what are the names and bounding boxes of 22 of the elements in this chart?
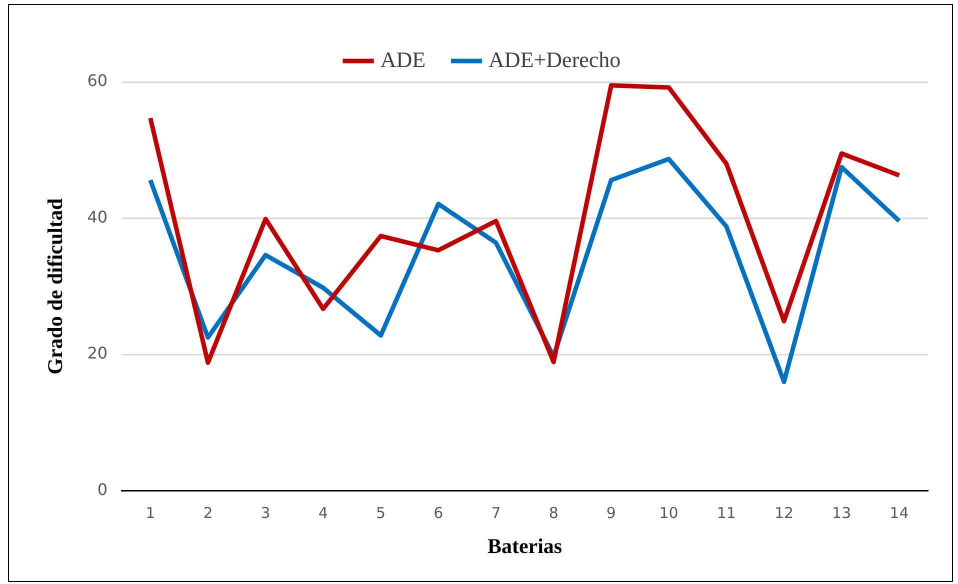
x-tick-label: 14 [890,504,909,522]
y-tick-label: 60 [87,71,108,90]
y-tick-label: 0 [97,480,108,499]
x-tick-label: 12 [774,504,794,522]
legend-label: ADE+Derecho [488,46,621,72]
x-tick-label: 10 [659,504,678,522]
x-tick-label: 3 [260,504,270,522]
x-tick-label: 8 [548,504,558,522]
legend-label: ADE [380,46,426,72]
x-tick-label: 9 [606,504,616,522]
x-tick-label: 6 [434,504,444,522]
x-tick-label: 5 [376,504,386,522]
x-tick-label: 11 [716,504,736,522]
x-tick-label: 1 [146,504,156,522]
y-tick-label: 40 [87,207,108,226]
x-axis-title: Baterias [487,534,562,558]
x-tick-label: 2 [203,504,213,522]
y-tick-label: 20 [87,344,108,363]
x-tick-label: 7 [491,504,501,522]
x-tick-label: 4 [318,504,328,522]
y-axis-title: Grado de dificultad [43,198,68,374]
x-tick-label: 13 [832,504,852,522]
